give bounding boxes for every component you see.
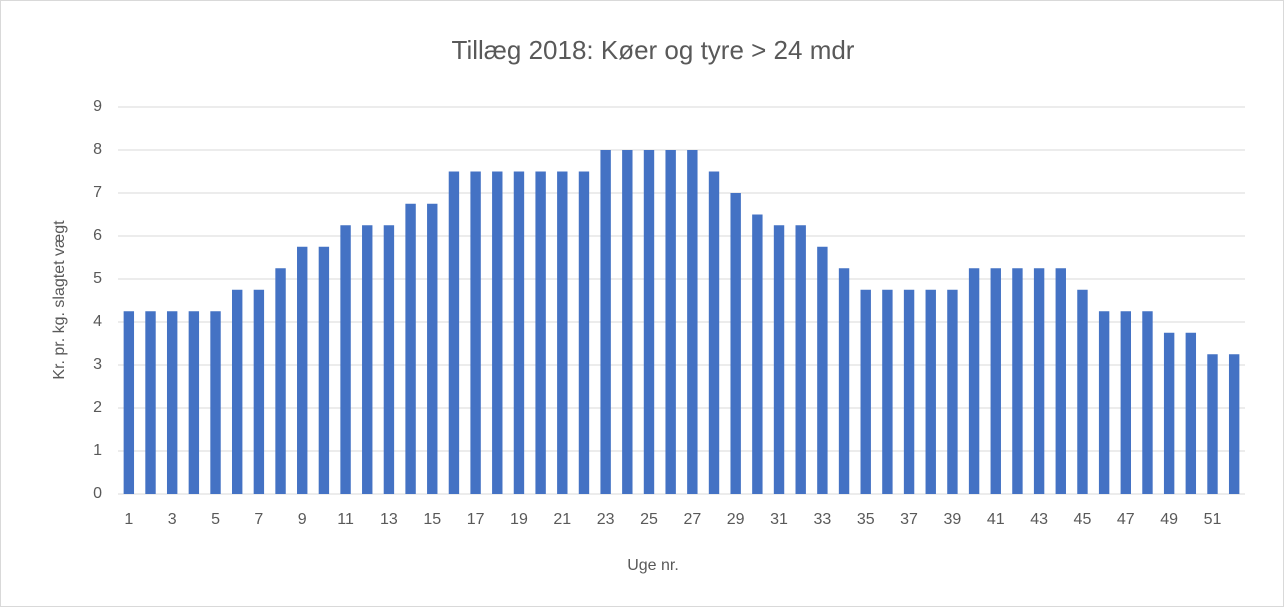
y-axis-label: Kr. pr. kg. slagtet vægt — [51, 220, 68, 380]
bar — [578, 171, 590, 494]
bar — [708, 171, 720, 494]
bar — [622, 150, 633, 494]
bar — [253, 289, 265, 494]
bar — [752, 214, 763, 494]
x-tick-label: 45 — [1074, 511, 1092, 528]
x-tick-label: 49 — [1160, 511, 1178, 528]
bar — [297, 246, 308, 494]
x-tick-label: 1 — [124, 511, 133, 528]
bar — [188, 311, 200, 494]
y-tick-label: 6 — [93, 227, 102, 244]
x-tick-label: 17 — [467, 511, 485, 528]
y-tick-label: 8 — [93, 141, 102, 158]
bar — [1207, 354, 1218, 494]
bar — [990, 268, 1001, 494]
x-tick-label: 29 — [727, 511, 745, 528]
x-tick-label: 35 — [857, 511, 875, 528]
x-tick-label: 41 — [987, 511, 1005, 528]
bar — [665, 150, 676, 494]
x-tick-label: 27 — [683, 511, 701, 528]
bar — [600, 150, 611, 494]
y-tick-label: 0 — [93, 485, 102, 502]
bar — [730, 193, 741, 494]
bar — [362, 225, 373, 494]
bar — [968, 268, 980, 494]
bar — [275, 268, 286, 494]
x-tick-label: 13 — [380, 511, 398, 528]
x-tick-label: 9 — [298, 511, 307, 528]
x-tick-label: 25 — [640, 511, 658, 528]
bar — [232, 289, 243, 494]
bar — [1228, 354, 1240, 494]
x-tick-label: 39 — [944, 511, 962, 528]
bar — [643, 150, 655, 494]
x-axis-label: Uge nr. — [627, 557, 679, 574]
x-tick-label: 11 — [337, 511, 354, 528]
bar — [210, 311, 221, 494]
bar — [427, 203, 438, 494]
bar — [882, 289, 893, 494]
bar — [448, 171, 460, 494]
x-tick-label: 21 — [553, 511, 571, 528]
x-tick-label: 23 — [597, 511, 615, 528]
y-tick-label: 7 — [93, 184, 102, 201]
bar — [513, 171, 525, 494]
bar — [145, 311, 156, 494]
bar — [1098, 311, 1110, 494]
bar — [383, 225, 395, 494]
bar — [166, 311, 178, 494]
x-tick-label: 15 — [423, 511, 441, 528]
y-tick-label: 4 — [93, 313, 102, 330]
x-tick-label: 43 — [1030, 511, 1048, 528]
bar — [903, 289, 915, 494]
bar — [1185, 332, 1197, 494]
bar — [1077, 289, 1088, 494]
bar — [1055, 268, 1066, 494]
bar — [1033, 268, 1045, 494]
bar — [535, 171, 546, 494]
bar — [817, 246, 828, 494]
bar — [318, 246, 330, 494]
bar — [492, 171, 503, 494]
bar — [795, 225, 806, 494]
x-tick-label: 47 — [1117, 511, 1135, 528]
x-tick-label: 19 — [510, 511, 528, 528]
bar — [838, 268, 850, 494]
x-tick-label: 3 — [168, 511, 177, 528]
chart-title: Tillæg 2018: Køer og tyre > 24 mdr — [452, 35, 855, 65]
x-tick-label: 51 — [1204, 511, 1222, 528]
x-tick-label: 33 — [813, 511, 831, 528]
bar — [925, 289, 936, 494]
y-tick-label: 1 — [93, 442, 102, 459]
bar — [405, 203, 416, 494]
bar — [947, 289, 958, 494]
bar — [860, 289, 871, 494]
bar — [773, 225, 785, 494]
bar — [1120, 311, 1131, 494]
x-tick-label: 5 — [211, 511, 220, 528]
bar — [1163, 332, 1175, 494]
y-tick-label: 9 — [93, 98, 102, 115]
x-tick-label: 37 — [900, 511, 918, 528]
bar — [123, 311, 135, 494]
bar — [557, 171, 568, 494]
y-tick-label: 5 — [93, 270, 102, 287]
x-tick-label: 31 — [770, 511, 788, 528]
x-tick-label: 7 — [254, 511, 263, 528]
y-tick-label: 2 — [93, 399, 102, 416]
bar — [470, 171, 481, 494]
y-tick-label: 3 — [93, 356, 102, 373]
bar — [687, 150, 698, 494]
bar — [340, 225, 351, 494]
bar — [1142, 311, 1153, 494]
bar — [1012, 268, 1023, 494]
